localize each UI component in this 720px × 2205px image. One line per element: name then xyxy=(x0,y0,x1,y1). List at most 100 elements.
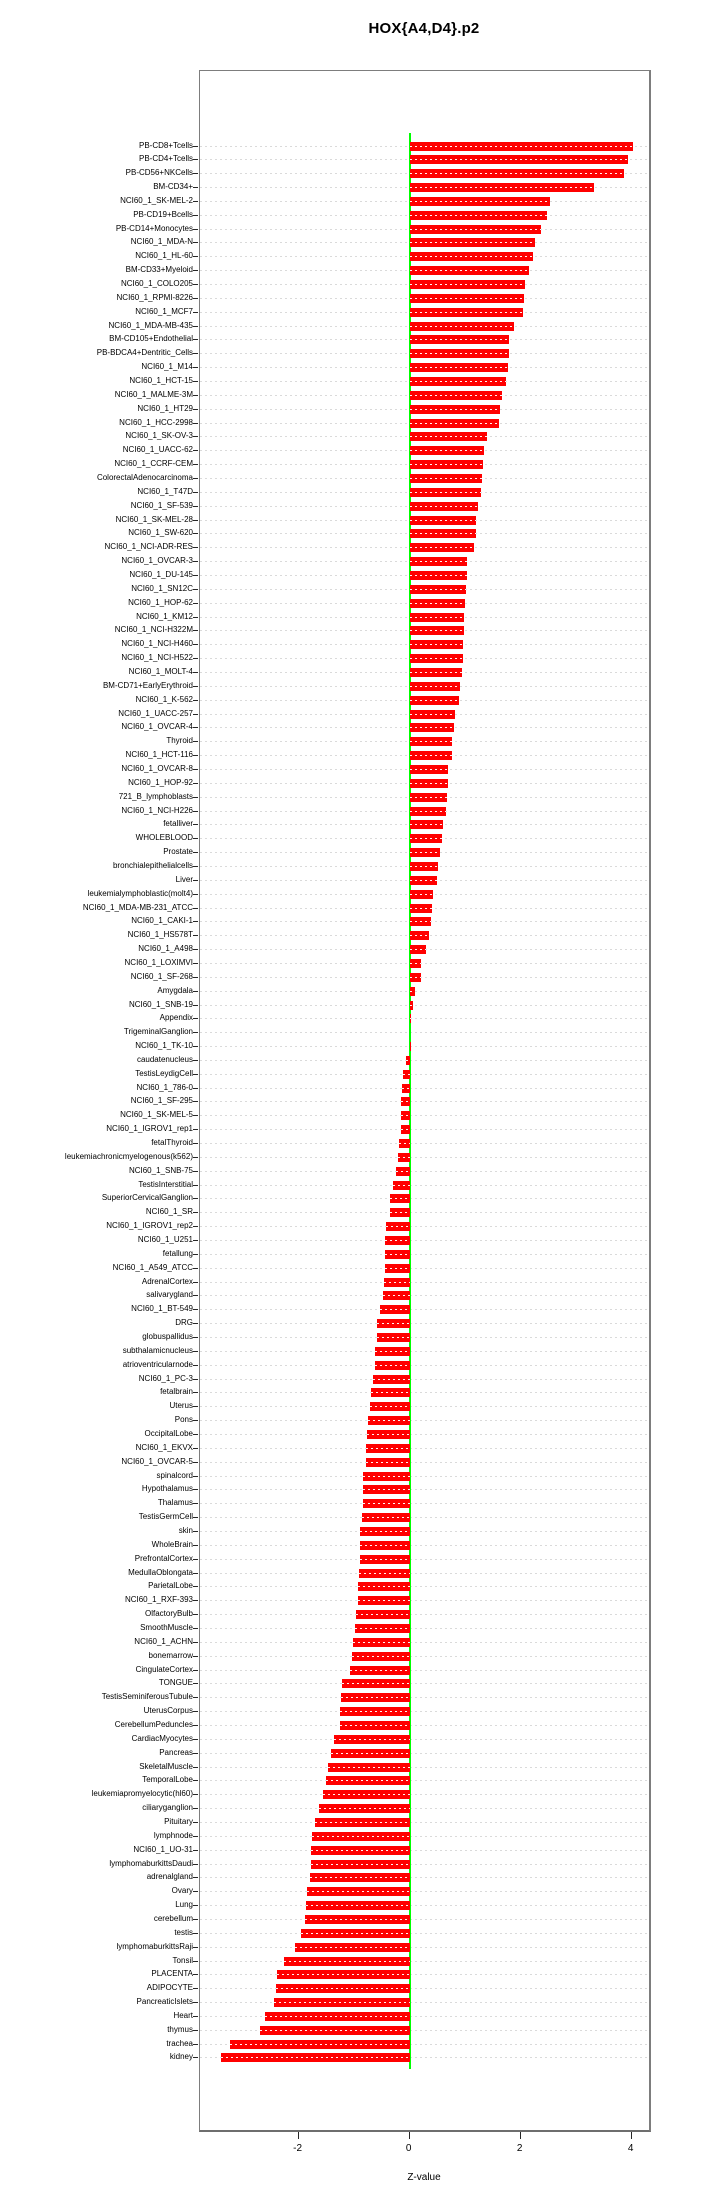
y-axis-tick xyxy=(193,1877,198,1879)
y-axis-tick xyxy=(193,436,198,438)
row-gridline xyxy=(200,1073,649,1075)
y-axis-tick xyxy=(193,2015,198,2017)
row-gridline xyxy=(200,1143,649,1145)
bar xyxy=(300,1928,411,1938)
y-axis-label: NCI60_1_HCT-116 xyxy=(125,750,193,760)
row-gridline xyxy=(200,1046,649,1048)
y-axis-tick xyxy=(193,1004,198,1006)
y-axis-label: OlfactoryBulb xyxy=(144,1609,193,1619)
y-axis-label: cerebellum xyxy=(153,1913,193,1923)
row-gridline xyxy=(200,1627,649,1629)
y-axis-tick xyxy=(193,1184,198,1186)
y-axis-tick xyxy=(193,339,198,341)
y-axis-tick xyxy=(193,990,198,992)
row-gridline xyxy=(200,1115,649,1117)
row-gridline xyxy=(200,1780,649,1782)
bar xyxy=(341,1679,411,1689)
y-axis-label: NCI60_1_T47D xyxy=(137,486,193,496)
y-axis-label: NCI60_1_SK-OV-3 xyxy=(125,431,193,441)
y-axis-tick xyxy=(193,1281,198,1283)
y-axis-label: NCI60_1_KM12 xyxy=(136,611,193,621)
y-axis-tick xyxy=(193,1267,198,1269)
y-axis-label: Pons xyxy=(174,1415,193,1425)
bar xyxy=(410,460,483,470)
y-axis-tick xyxy=(193,2043,198,2045)
row-gridline xyxy=(200,1766,649,1768)
row-gridline xyxy=(200,1364,649,1366)
bar xyxy=(410,238,535,248)
bar xyxy=(370,1402,411,1412)
y-axis-tick xyxy=(193,1835,198,1837)
y-axis-tick xyxy=(193,1905,198,1907)
y-axis-tick xyxy=(193,962,198,964)
row-gridline xyxy=(200,2015,649,2017)
y-axis-tick xyxy=(193,893,198,895)
y-axis-tick xyxy=(193,478,198,480)
y-axis-tick xyxy=(193,1918,198,1920)
y-axis-tick xyxy=(193,1295,198,1297)
y-axis-label: NCI60_1_HT29 xyxy=(137,403,193,413)
row-gridline xyxy=(200,1434,649,1435)
y-axis-label: NCI60_1_HOP-92 xyxy=(128,777,193,787)
y-axis-label: NCI60_1_U251 xyxy=(137,1235,193,1245)
y-axis-tick xyxy=(193,1392,198,1394)
y-axis-label: TONGUE xyxy=(158,1678,193,1688)
y-axis-tick xyxy=(193,284,198,286)
y-axis-label: NCI60_1_HL-60 xyxy=(135,251,193,261)
y-axis-tick xyxy=(193,1738,198,1740)
bar xyxy=(276,1970,411,1980)
y-axis-tick xyxy=(193,1115,198,1117)
bar xyxy=(410,252,534,262)
x-axis-tick xyxy=(297,2132,299,2139)
y-axis-label: Thyroid xyxy=(166,736,193,746)
bar xyxy=(410,612,465,622)
bar xyxy=(403,1069,411,1079)
y-axis-label: NCI60_1_EKVX xyxy=(135,1442,193,1452)
bar xyxy=(410,889,433,899)
y-axis-tick xyxy=(193,1669,198,1671)
bar xyxy=(410,155,629,165)
bar xyxy=(309,1873,411,1883)
y-axis-tick xyxy=(193,1974,198,1976)
bar xyxy=(260,2025,411,2035)
y-axis-label: NCI60_1_CCRF-CEM xyxy=(114,459,193,469)
y-axis-label: NCI60_1_HS578T xyxy=(127,930,193,940)
bar xyxy=(410,543,475,553)
y-axis-tick xyxy=(193,1364,198,1366)
y-axis-label: lymphomaburkittsRaji xyxy=(116,1941,193,1951)
bar xyxy=(410,945,426,955)
row-gridline xyxy=(200,1821,649,1823)
bar xyxy=(410,210,547,220)
bar xyxy=(276,1984,411,1994)
y-axis-tick xyxy=(193,1614,198,1616)
y-axis-tick xyxy=(193,824,198,826)
x-axis-tick-label: 4 xyxy=(627,2143,634,2154)
row-gridline xyxy=(200,1350,649,1352)
row-gridline xyxy=(200,1406,649,1408)
bar xyxy=(410,571,467,580)
y-axis-tick xyxy=(193,713,198,715)
row-gridline xyxy=(200,1378,649,1380)
row-gridline xyxy=(200,962,649,964)
row-gridline xyxy=(200,1489,649,1491)
bar xyxy=(230,2039,411,2049)
y-axis-tick xyxy=(193,353,198,355)
x-axis-tick-label: 0 xyxy=(405,2143,412,2154)
y-axis-tick xyxy=(193,935,198,937)
y-axis-tick xyxy=(193,533,198,535)
y-axis-tick xyxy=(193,1434,198,1435)
bar xyxy=(379,1305,411,1315)
y-axis-tick xyxy=(193,1586,198,1588)
y-axis-tick xyxy=(193,145,198,147)
y-axis-label: globuspallidus xyxy=(142,1332,193,1342)
y-axis-tick xyxy=(193,2057,198,2059)
y-axis-label: CardiacMyocytes xyxy=(131,1733,193,1743)
row-gridline xyxy=(200,1267,649,1269)
y-axis-label: leukemialymphoblastic(molt4) xyxy=(87,888,193,898)
y-axis-tick xyxy=(193,187,198,189)
row-gridline xyxy=(200,1683,649,1685)
bar xyxy=(396,1166,411,1176)
bar xyxy=(374,1360,411,1370)
y-axis-label: NCI60_1_SK-MEL-28 xyxy=(115,514,193,524)
y-axis-label: NCI60_1_MOLT-4 xyxy=(128,666,193,676)
